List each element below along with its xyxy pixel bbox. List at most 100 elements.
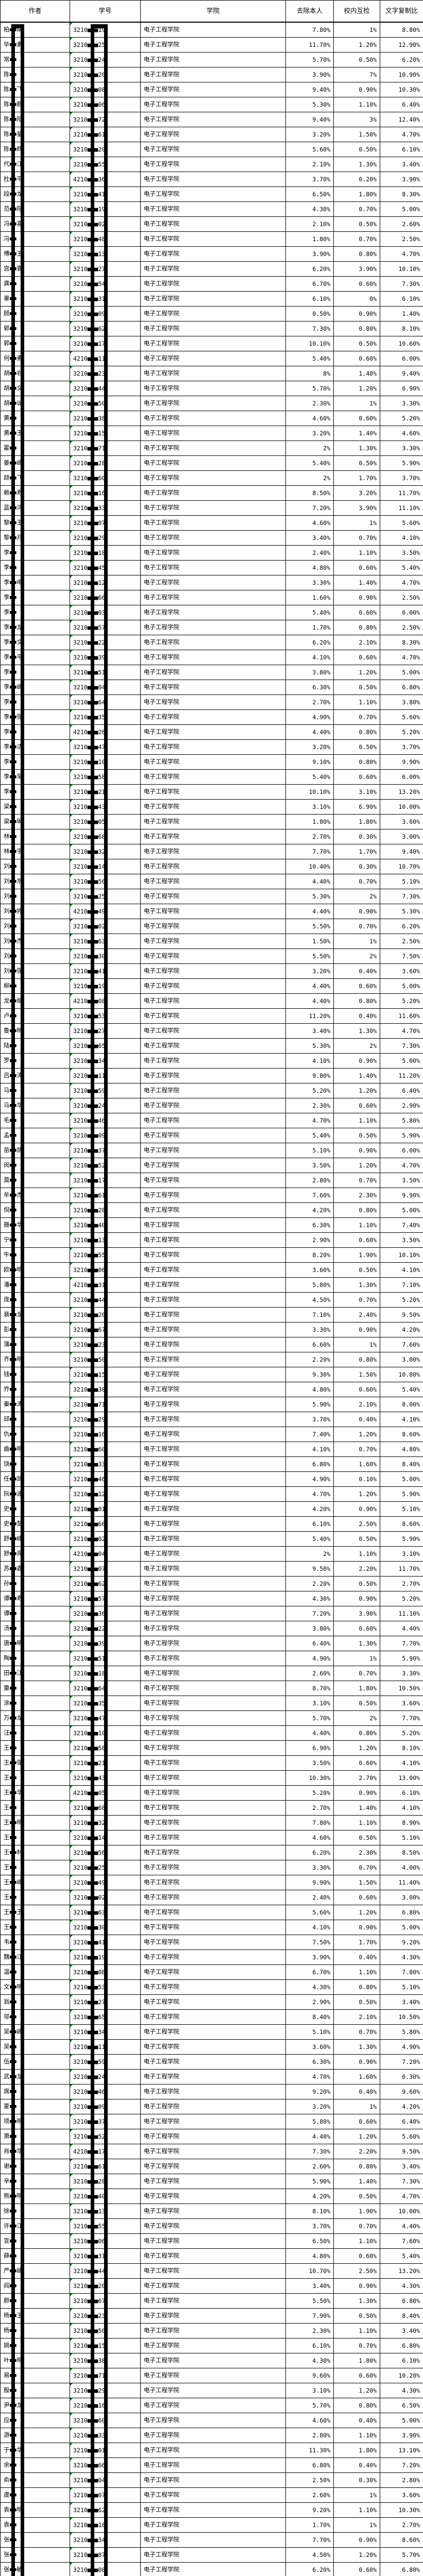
cell-student-id[interactable]: 3210■■■48 xyxy=(70,231,141,247)
cell-internal-cross[interactable]: 1.40% xyxy=(333,366,380,381)
table-row[interactable]: 肖■■华 4210■■■17 电子工程学院 7.30% 2.20% 9.50% xyxy=(0,2144,423,2159)
cell-text-copy-ratio[interactable]: 6.20% xyxy=(380,919,423,934)
cell-text-copy-ratio[interactable]: 7.30% xyxy=(380,1038,423,1054)
cell-excl-self[interactable]: 4.90% xyxy=(285,1651,334,1666)
cell-excl-self[interactable]: 4.10% xyxy=(285,650,334,665)
cell-text-copy-ratio[interactable]: 8.90% xyxy=(380,1815,423,1831)
cell-student-id[interactable]: 4210■■■36 xyxy=(70,172,141,187)
cell-student-id[interactable]: 3210■■■64 xyxy=(70,1681,141,1696)
cell-college[interactable]: 电子工程学院 xyxy=(140,1755,286,1771)
cell-author[interactable]: 冯■■ xyxy=(0,231,70,247)
cell-student-id[interactable]: 3210■■■32 xyxy=(70,844,141,859)
table-row[interactable]: 刘■■东 3210■■■56 电子工程学院 4.40% 0.70% 5.10% xyxy=(0,874,423,889)
cell-excl-self[interactable]: 7.40% xyxy=(285,1427,334,1442)
cell-college[interactable]: 电子工程学院 xyxy=(140,1875,286,1890)
cell-text-copy-ratio[interactable]: 8.60% xyxy=(380,1516,423,1532)
cell-internal-cross[interactable]: 2.70% xyxy=(333,1770,380,1786)
cell-college[interactable]: 电子工程学院 xyxy=(140,2069,286,2084)
table-row[interactable]: 王■■ 3210■■■43 电子工程学院 10.30% 2.70% 13.00% xyxy=(0,1770,423,1786)
cell-author[interactable]: 李■■ xyxy=(0,665,70,680)
cell-text-copy-ratio[interactable]: 13.00% xyxy=(380,1770,423,1786)
cell-college[interactable]: 电子工程学院 xyxy=(140,2547,286,2563)
table-row[interactable]: 阮■■波 3210■■■12 电子工程学院 4.70% 1.20% 5.90% xyxy=(0,1486,423,1502)
cell-college[interactable]: 电子工程学院 xyxy=(140,1950,286,1965)
cell-author[interactable]: 李■■文 xyxy=(0,635,70,650)
cell-college[interactable]: 电子工程学院 xyxy=(140,1352,286,1367)
cell-text-copy-ratio[interactable]: 3.60% xyxy=(380,814,423,829)
cell-internal-cross[interactable]: 3.90% xyxy=(333,261,380,277)
cell-author[interactable]: 张■■ xyxy=(0,2547,70,2563)
table-row[interactable]: 齐■■明 3210■■■50 电子工程学院 2.20% 0.80% 3.00% xyxy=(0,1352,423,1367)
cell-college[interactable]: 电子工程学院 xyxy=(140,560,286,575)
cell-college[interactable]: 电子工程学院 xyxy=(140,1606,286,1621)
cell-author[interactable]: 李■■申 xyxy=(0,575,70,590)
cell-excl-self[interactable]: 7.30% xyxy=(285,321,334,336)
cell-excl-self[interactable]: 4.40% xyxy=(285,724,334,740)
cell-text-copy-ratio[interactable]: 2.80% xyxy=(380,2472,423,2488)
cell-author[interactable]: 杜■■平 xyxy=(0,172,70,187)
cell-excl-self[interactable]: 6.20% xyxy=(285,1845,334,1860)
cell-text-copy-ratio[interactable]: 10.50% xyxy=(380,1681,423,1696)
cell-author[interactable]: 胡■■文 xyxy=(0,381,70,396)
cell-internal-cross[interactable]: 1.30% xyxy=(333,2293,380,2309)
cell-student-id[interactable]: 3210■■■62 xyxy=(70,1576,141,1591)
cell-internal-cross[interactable]: 2.10% xyxy=(333,635,380,650)
table-row[interactable]: 谢■■ 3210■■■61 电子工程学院 2.60% 0.80% 3.40% xyxy=(0,2159,423,2174)
cell-internal-cross[interactable]: 2.50% xyxy=(333,2263,380,2279)
cell-college[interactable]: 电子工程学院 xyxy=(140,993,286,1009)
cell-internal-cross[interactable]: 0.80% xyxy=(333,2398,380,2413)
cell-text-copy-ratio[interactable]: 4.30% xyxy=(380,2278,423,2294)
cell-author[interactable]: 赖■■寿 xyxy=(0,485,70,501)
cell-excl-self[interactable]: 5.70% xyxy=(285,1710,334,1726)
cell-student-id[interactable]: 3210■■■66 xyxy=(70,590,141,605)
table-row[interactable]: 陈■■静 3210■■■06 电子工程学院 5.30% 1.10% 6.40% xyxy=(0,97,423,112)
cell-text-copy-ratio[interactable]: 5.60% xyxy=(380,515,423,531)
cell-student-id[interactable]: 3210■■■37 xyxy=(70,2114,141,2129)
cell-student-id[interactable]: 3210■■■60 xyxy=(70,2413,141,2428)
cell-college[interactable]: 电子工程学院 xyxy=(140,127,286,142)
cell-author[interactable]: 涂■■ xyxy=(0,1696,70,1711)
cell-excl-self[interactable]: 7.80% xyxy=(285,22,334,38)
cell-author[interactable]: 林■■宇 xyxy=(0,844,70,859)
cell-internal-cross[interactable]: 0.50% xyxy=(333,1830,380,1845)
cell-internal-cross[interactable]: 2.20% xyxy=(333,2144,380,2159)
cell-author[interactable]: 叶■■明 xyxy=(0,2353,70,2368)
cell-college[interactable]: 电子工程学院 xyxy=(140,2024,286,2040)
cell-college[interactable]: 电子工程学院 xyxy=(140,1202,286,1218)
cell-excl-self[interactable]: 4.90% xyxy=(285,709,334,725)
cell-student-id[interactable]: 3210■■■32 xyxy=(70,1815,141,1831)
cell-author[interactable]: 舒■■亮 xyxy=(0,1546,70,1562)
cell-excl-self[interactable]: 2.40% xyxy=(285,545,334,561)
table-row[interactable]: 黎■■玉 3210■■■07 电子工程学院 4.60% 1% 5.60% xyxy=(0,515,423,531)
cell-student-id[interactable]: 3210■■■56 xyxy=(70,1845,141,1860)
cell-author[interactable]: 吴■■ xyxy=(0,2039,70,2055)
cell-internal-cross[interactable]: 1.20% xyxy=(333,1083,380,1098)
cell-internal-cross[interactable]: 0.10% xyxy=(333,1471,380,1487)
cell-student-id[interactable]: 3210■■■12 xyxy=(70,1486,141,1502)
cell-student-id[interactable]: 3210■■■28 xyxy=(70,1202,141,1218)
cell-student-id[interactable]: 3210■■■58 xyxy=(70,1740,141,1756)
table-row[interactable]: 林■■宇 3210■■■32 电子工程学院 7.70% 1.70% 9.40% xyxy=(0,844,423,859)
cell-internal-cross[interactable]: 0.70% xyxy=(333,2338,380,2353)
cell-student-id[interactable]: 3210■■■67 xyxy=(70,1322,141,1337)
cell-college[interactable]: 电子工程学院 xyxy=(140,1456,286,1472)
table-row[interactable]: 袁■■明 3210■■■62 电子工程学院 9.20% 1.10% 10.30% xyxy=(0,2502,423,2518)
cell-student-id[interactable]: 3210■■■22 xyxy=(70,635,141,650)
cell-text-copy-ratio[interactable]: 6.80% xyxy=(380,2562,423,2576)
cell-excl-self[interactable]: 3.20% xyxy=(285,963,334,979)
cell-excl-self[interactable]: 4.80% xyxy=(285,1382,334,1397)
cell-excl-self[interactable]: 9.80% xyxy=(285,1068,334,1083)
cell-excl-self[interactable]: 3.90% xyxy=(285,246,334,262)
cell-college[interactable]: 电子工程学院 xyxy=(140,575,286,590)
cell-internal-cross[interactable]: 0.20% xyxy=(333,172,380,187)
cell-author[interactable]: 舒■■峰 xyxy=(0,1531,70,1547)
cell-text-copy-ratio[interactable]: 5.00% xyxy=(380,1202,423,1218)
cell-internal-cross[interactable]: 1.50% xyxy=(333,1875,380,1890)
cell-excl-self[interactable]: 0.50% xyxy=(285,306,334,321)
cell-excl-self[interactable]: 6.50% xyxy=(285,187,334,202)
cell-excl-self[interactable]: 3.10% xyxy=(285,799,334,815)
cell-student-id[interactable]: 3210■■■21 xyxy=(70,1755,141,1771)
table-row[interactable]: 代■■江 3210■■■55 电子工程学院 2.10% 1.30% 3.40% xyxy=(0,157,423,172)
cell-author[interactable]: 代■■江 xyxy=(0,157,70,172)
cell-text-copy-ratio[interactable]: 3.40% xyxy=(380,1994,423,2010)
